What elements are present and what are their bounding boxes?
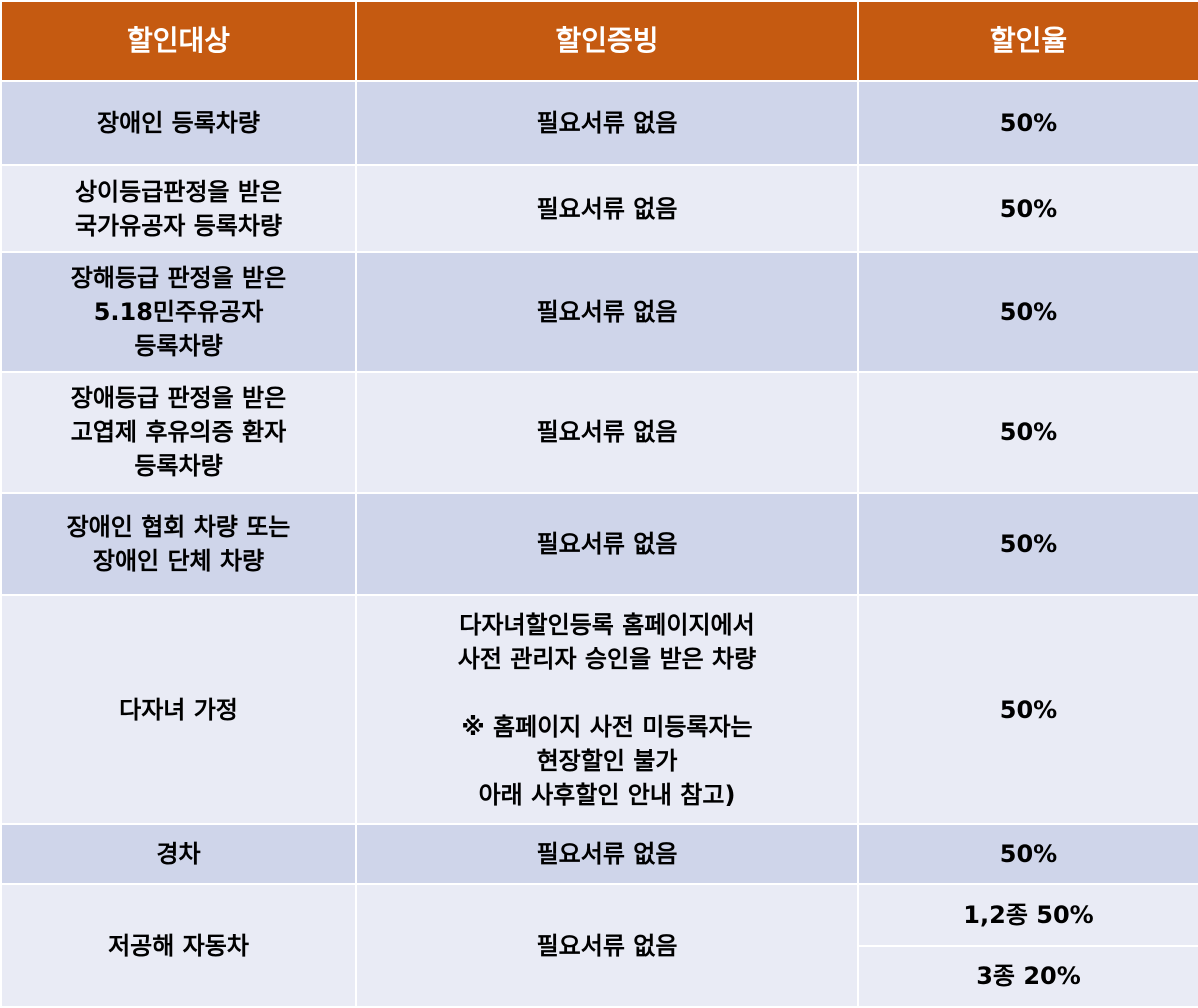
- target-cell: 장애인 협회 차량 또는 장애인 단체 차량: [0, 491, 357, 597]
- table-row: 3종 20%: [1, 944, 1198, 1008]
- table-row: 장해등급 판정을 받은 5.18민주유공자 등록차량 필요서류 없음 50%: [0, 250, 1198, 374]
- table-row: 장애등급 판정을 받은 고엽제 후유의증 환자 등록차량 필요서류 없음 50%: [0, 371, 1198, 494]
- proof-cell: 필요서류 없음: [355, 491, 859, 597]
- proof-cell: 필요서류 없음: [355, 823, 859, 886]
- proof-cell: 필요서류 없음: [355, 250, 859, 374]
- target-cell: 다자녀 가정: [0, 594, 357, 826]
- rate-cell: 50%: [857, 491, 1198, 597]
- table-row: 장애인 등록차량 필요서류 없음 50%: [0, 79, 1198, 167]
- target-cell: 저공해 자동차: [0, 883, 357, 1008]
- header-proof: 할인증빙: [355, 0, 859, 82]
- header-rate: 할인율: [857, 0, 1198, 82]
- target-cell: 장애등급 판정을 받은 고엽제 후유의증 환자 등록차량: [0, 371, 357, 494]
- rate-cell: 50%: [857, 250, 1198, 374]
- proof-cell: 필요서류 없음: [355, 883, 859, 1008]
- target-cell: 장애인 등록차량: [0, 79, 357, 167]
- rate-cell: 50%: [857, 164, 1198, 253]
- rate-cell: 50%: [857, 823, 1198, 886]
- header-row: 할인대상 할인증빙 할인율: [0, 0, 1198, 82]
- target-cell: 상이등급판정을 받은 국가유공자 등록차량: [0, 164, 357, 253]
- table-row: 장애인 협회 차량 또는 장애인 단체 차량 필요서류 없음 50%: [0, 491, 1198, 597]
- rate-cell: 3종 20%: [857, 944, 1198, 1008]
- target-cell: 경차: [0, 823, 357, 886]
- proof-cell: 필요서류 없음: [355, 371, 859, 494]
- table-row: 경차 필요서류 없음 50%: [0, 823, 1198, 886]
- rate-cell: 50%: [857, 371, 1198, 494]
- table-row: 다자녀 가정 다자녀할인등록 홈페이지에서 사전 관리자 승인을 받은 차량 ※…: [0, 594, 1198, 826]
- table-row: 상이등급판정을 받은 국가유공자 등록차량 필요서류 없음 50%: [0, 164, 1198, 253]
- target-cell: 장해등급 판정을 받은 5.18민주유공자 등록차량: [0, 250, 357, 374]
- rate-cell: 50%: [857, 79, 1198, 167]
- proof-cell: 다자녀할인등록 홈페이지에서 사전 관리자 승인을 받은 차량 ※ 홈페이지 사…: [355, 594, 859, 826]
- rate-cell: 50%: [857, 594, 1198, 826]
- table-row: 저공해 자동차 필요서류 없음 1,2종 50%: [0, 883, 1198, 1008]
- header-target: 할인대상: [0, 0, 357, 82]
- proof-cell: 필요서류 없음: [355, 164, 859, 253]
- proof-cell: 필요서류 없음: [355, 79, 859, 167]
- rate-cell: 1,2종 50%: [857, 883, 1198, 947]
